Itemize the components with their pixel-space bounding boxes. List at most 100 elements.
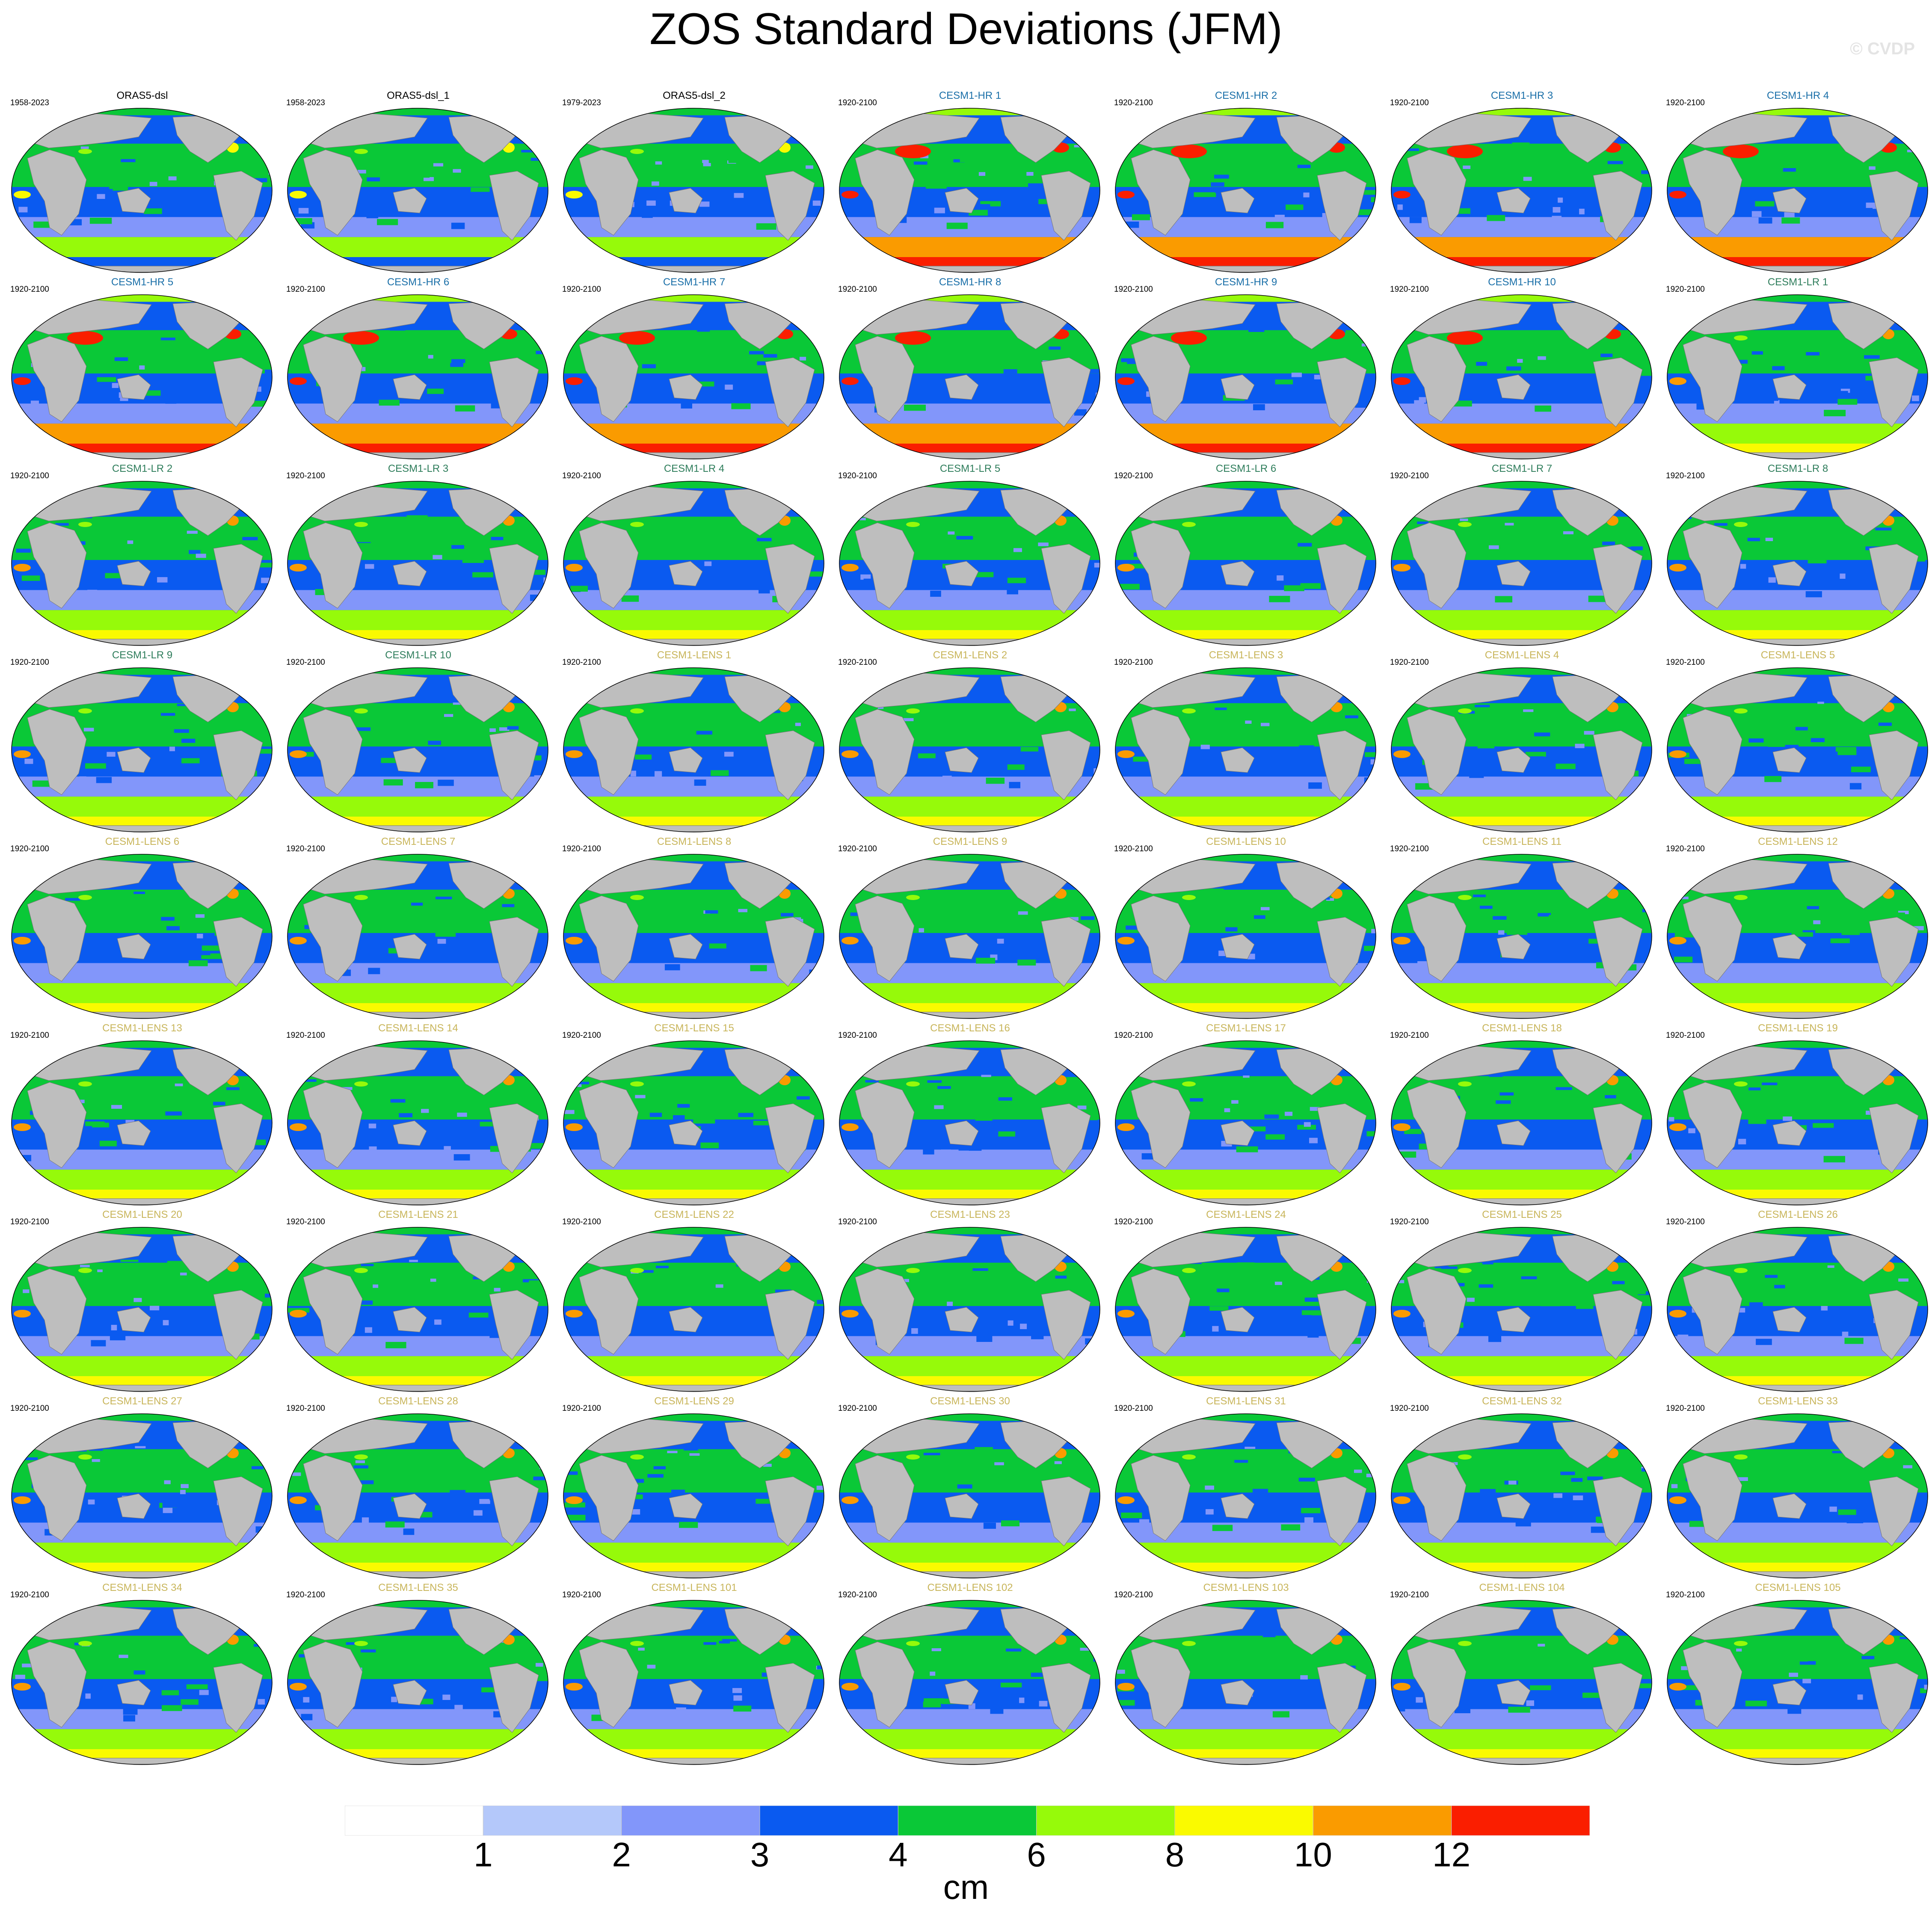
continent-antarctica xyxy=(1437,266,1606,272)
continent-antarctica xyxy=(1161,1012,1330,1018)
panel-title: CESM1-LENS 9 xyxy=(832,836,1108,848)
continent-antarctica xyxy=(333,1012,502,1018)
panel-title: ORAS5-dsl xyxy=(4,90,280,102)
panel-title: CESM1-LR 3 xyxy=(280,463,556,475)
map-plot xyxy=(1390,666,1653,833)
continent-antarctica xyxy=(1161,1385,1330,1391)
continent-antarctica xyxy=(609,266,778,272)
continent-antarctica xyxy=(333,1385,502,1391)
continent-antarctica xyxy=(1713,1572,1882,1578)
continent-antarctica xyxy=(333,266,502,272)
map-plot xyxy=(1666,480,1929,647)
map-plot xyxy=(1114,107,1377,274)
map-plot xyxy=(1390,1599,1653,1766)
map-plot xyxy=(562,1226,825,1393)
map-plot xyxy=(838,107,1101,274)
continent-antarctica xyxy=(1437,453,1606,459)
continent-antarctica xyxy=(333,453,502,459)
map-plot xyxy=(1390,293,1653,460)
map-plot xyxy=(286,1599,549,1766)
panel-title: CESM1-LR 2 xyxy=(4,463,280,475)
map-plot xyxy=(1666,853,1929,1020)
map-plot xyxy=(10,1226,273,1393)
continent-antarctica xyxy=(57,1199,226,1205)
panel-title: CESM1-HR 1 xyxy=(832,90,1108,102)
map-plot xyxy=(1114,480,1377,647)
panel-title: CESM1-LENS 31 xyxy=(1108,1395,1384,1407)
continent-antarctica xyxy=(609,1012,778,1018)
map-plot xyxy=(1390,853,1653,1020)
panel-title: CESM1-LENS 102 xyxy=(832,1582,1108,1594)
panel-title: CESM1-LENS 17 xyxy=(1108,1022,1384,1034)
panel-title: CESM1-HR 9 xyxy=(1108,276,1384,288)
panel-title: CESM1-LENS 27 xyxy=(4,1395,280,1407)
panel-title: CESM1-LENS 10 xyxy=(1108,836,1384,848)
continent-antarctica xyxy=(1713,1199,1882,1205)
continent-antarctica xyxy=(1161,826,1330,832)
map-plot xyxy=(1390,480,1653,647)
panel-title: CESM1-LR 4 xyxy=(556,463,832,475)
continent-antarctica xyxy=(1161,639,1330,645)
map-plot xyxy=(838,666,1101,833)
continent-antarctica xyxy=(57,266,226,272)
panel-title: CESM1-LENS 2 xyxy=(832,649,1108,661)
map-plot xyxy=(1390,1039,1653,1206)
continent-antarctica xyxy=(1161,453,1330,459)
continent-antarctica xyxy=(57,1385,226,1391)
panel-title: CESM1-LENS 4 xyxy=(1384,649,1660,661)
continent-antarctica xyxy=(1437,826,1606,832)
continent-antarctica xyxy=(57,1012,226,1018)
panel-title: CESM1-LR 9 xyxy=(4,649,280,661)
map-plot xyxy=(1114,666,1377,833)
map-plot xyxy=(10,1599,273,1766)
map-plot xyxy=(1390,1226,1653,1393)
panel-title: CESM1-LENS 1 xyxy=(556,649,832,661)
panel-title: CESM1-LR 7 xyxy=(1384,463,1660,475)
continent-antarctica xyxy=(609,1385,778,1391)
panel-title: CESM1-LENS 28 xyxy=(280,1395,556,1407)
panel-title: ORAS5-dsl_1 xyxy=(280,90,556,102)
map-plot xyxy=(10,666,273,833)
map-plot xyxy=(10,853,273,1020)
continent-antarctica xyxy=(609,826,778,832)
continent-antarctica xyxy=(609,639,778,645)
panel-title: CESM1-LENS 8 xyxy=(556,836,832,848)
continent-antarctica xyxy=(1437,1758,1606,1764)
continent-antarctica xyxy=(1713,826,1882,832)
continent-antarctica xyxy=(1437,639,1606,645)
